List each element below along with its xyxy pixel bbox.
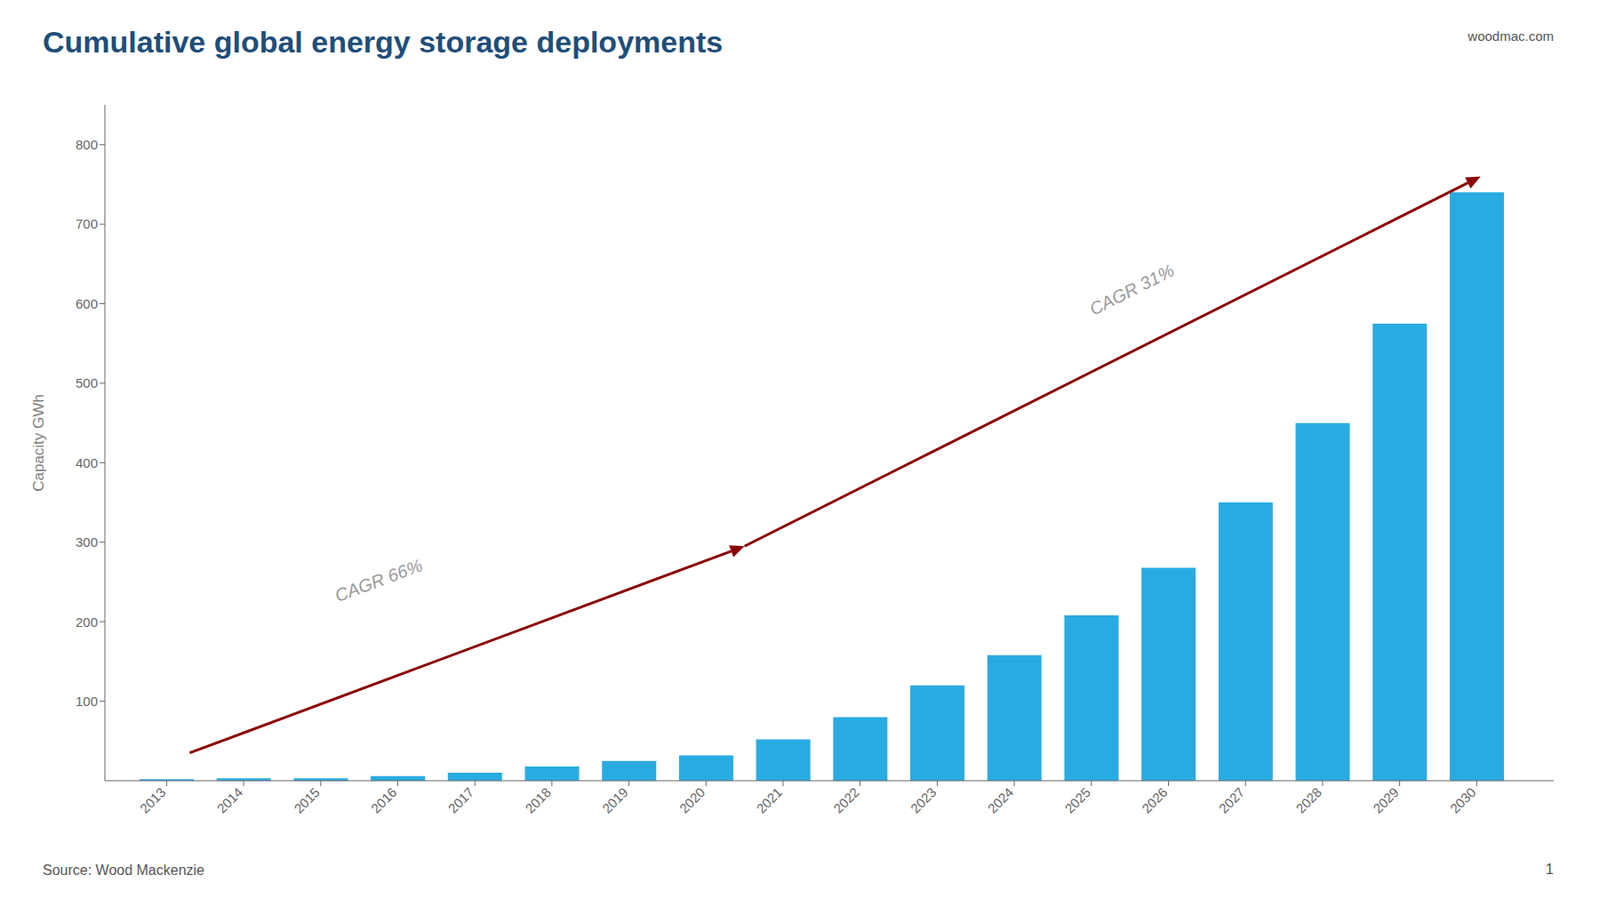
svg-text:2022: 2022 — [830, 784, 863, 816]
svg-text:600: 600 — [75, 296, 98, 312]
svg-text:300: 300 — [75, 534, 98, 550]
svg-text:2028: 2028 — [1292, 784, 1325, 816]
svg-text:2019: 2019 — [599, 784, 632, 816]
svg-text:CAGR 31%: CAGR 31% — [1086, 260, 1177, 320]
html-text:Source: Wood Mackenzie: Source: Wood Mackenzie — [42, 862, 205, 878]
svg-text:2026: 2026 — [1138, 784, 1171, 816]
svg-text:2023: 2023 — [907, 784, 940, 816]
svg-text:Capacity GWh: Capacity GWh — [30, 393, 48, 492]
svg-text:500: 500 — [75, 375, 98, 391]
html-text:1: 1 — [1545, 860, 1554, 878]
svg-text:2013: 2013 — [136, 784, 169, 816]
svg-text:CAGR 66%: CAGR 66% — [332, 554, 426, 606]
svg-text:2014: 2014 — [214, 784, 247, 816]
svg-text:2016: 2016 — [368, 784, 400, 816]
svg-text:2018: 2018 — [521, 784, 554, 816]
svg-text:2030: 2030 — [1447, 784, 1480, 816]
svg-text:400: 400 — [75, 455, 98, 471]
svg-text:2020: 2020 — [676, 784, 709, 816]
svg-text:2024: 2024 — [984, 784, 1017, 816]
svg-text:2025: 2025 — [1061, 784, 1094, 816]
svg-text:2021: 2021 — [752, 784, 785, 816]
svg-text:800: 800 — [75, 136, 98, 152]
html-text:Cumulative global energy stora: Cumulative global energy storage deploym… — [42, 24, 723, 59]
svg-text:200: 200 — [75, 614, 98, 630]
svg-text:2027: 2027 — [1216, 784, 1248, 816]
svg-text:100: 100 — [75, 693, 98, 709]
svg-text:2017: 2017 — [445, 784, 478, 816]
svg-text:2029: 2029 — [1369, 784, 1402, 816]
svg-text:2015: 2015 — [290, 784, 323, 816]
html-text:woodmac.com: woodmac.com — [1467, 28, 1554, 44]
svg-text:700: 700 — [75, 216, 98, 232]
